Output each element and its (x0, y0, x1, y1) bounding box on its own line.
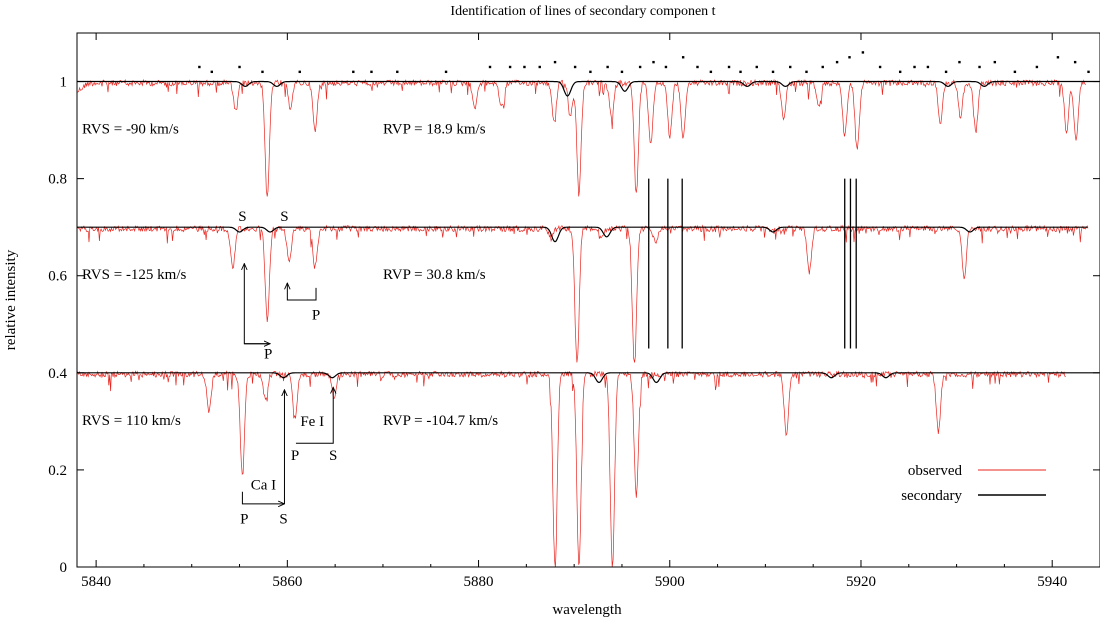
residual-point (696, 65, 699, 69)
element-label: Ca I (251, 477, 276, 493)
arrow-bot-ca-right (241, 491, 284, 504)
secondary-spectrum-1 (77, 80, 1099, 97)
residual-point (771, 70, 775, 74)
residual-point (620, 70, 624, 74)
residual-point (664, 65, 668, 69)
residual-point (944, 70, 948, 74)
residual-point (488, 65, 492, 69)
residual-point (396, 70, 399, 74)
residual-point (523, 65, 526, 69)
observed-spectrum-1 (77, 78, 1086, 197)
residual-point (913, 65, 916, 69)
residual-point (709, 70, 713, 74)
x-tick-label: 5920 (846, 574, 876, 590)
residual-point (553, 60, 557, 64)
rvp-label-2: RVP = 30.8 km/s (383, 267, 486, 283)
residual-point (638, 65, 642, 69)
rvp-label-3: RVP = -104.7 km/s (383, 413, 498, 429)
overlay-layer: RVS = -90 km/s RVP = 18.9 km/s RVS = -125 … (82, 122, 857, 527)
residual-point (727, 65, 731, 69)
x-tick-label: 5840 (81, 574, 111, 590)
s-label: S (279, 511, 287, 527)
residual-point (861, 51, 865, 54)
rvp-label-1: RVP = 18.9 km/s (383, 122, 486, 138)
p-label: P (312, 307, 320, 323)
secondary-spectrum-3 (77, 372, 1099, 384)
s-mark-label: S (280, 209, 288, 225)
observed-spectrum-2 (77, 224, 1089, 363)
legend-label-observed: observed (908, 463, 963, 479)
residual-point (1073, 60, 1077, 64)
residual-point (261, 70, 264, 74)
y-tick-label: 0.2 (48, 463, 67, 479)
s-label: S (329, 448, 337, 464)
residual-point (370, 70, 373, 74)
residual-point (805, 70, 808, 74)
residual-point (1013, 70, 1017, 74)
p-label: P (264, 346, 272, 362)
chart-title: Identification of lines of secondary com… (450, 4, 715, 19)
residual-point (1056, 56, 1060, 59)
legend-label-secondary: secondary (901, 488, 962, 504)
residual-point (444, 70, 448, 74)
residual-point (958, 60, 961, 64)
rvs-label-1: RVS = -90 km/s (82, 122, 179, 138)
residual-point (508, 65, 512, 69)
y-tick-label: 0.8 (48, 172, 67, 188)
residual-point (538, 65, 541, 69)
y-tick-label: 0 (60, 560, 68, 576)
residual-point (978, 65, 981, 69)
element-label: Fe I (300, 414, 324, 430)
residual-point (848, 56, 851, 59)
residual-point (652, 60, 655, 64)
residual-point (681, 56, 685, 59)
y-tick-label: 0.6 (48, 269, 67, 285)
axes-layer: 5840 5860 5880 5900 5920 5940 0 0.2 0.4 0.6 0.8 1 (48, 33, 1100, 590)
residual-point (739, 70, 742, 74)
x-tick-label: 5880 (464, 574, 494, 590)
arrow-bot-fe (295, 387, 333, 444)
residual-point (755, 65, 758, 69)
x-tick-label: 5940 (1037, 574, 1067, 590)
residual-point (835, 60, 839, 64)
y-tick-label: 1 (60, 75, 68, 91)
residual-point (210, 70, 214, 74)
arrow-mid-right (287, 283, 317, 301)
residual-point (821, 65, 824, 69)
residual-point (352, 70, 355, 74)
residual-point (1035, 65, 1039, 69)
secondary-spectrum-2 (77, 226, 1088, 243)
residual-point (1087, 70, 1090, 74)
residual-point (926, 65, 930, 69)
residual-point (589, 70, 592, 74)
y-tick-label: 0.4 (48, 366, 67, 382)
s-mark-label: S (238, 209, 246, 225)
legend: observed secondary (901, 463, 1046, 504)
x-tick-label: 5900 (655, 574, 685, 590)
rvs-label-2: RVS = -125 km/s (82, 267, 187, 283)
residual-point (298, 70, 301, 74)
x-tick-label: 5860 (272, 574, 302, 590)
residual-point (789, 65, 792, 69)
residual-point (606, 65, 609, 69)
residual-point (898, 70, 902, 74)
traces-layer (77, 51, 1099, 567)
p-label: P (291, 448, 299, 464)
p-label: P (240, 511, 248, 527)
x-axis-label: wavelength (552, 602, 622, 618)
residual-point (573, 65, 577, 69)
residual-point (198, 65, 201, 69)
y-axis-label: relative intensity (3, 249, 19, 350)
plot-frame (76, 32, 1100, 568)
residual-point (993, 60, 997, 64)
rvs-label-3: RVS = 110 km/s (82, 413, 181, 429)
residual-point (878, 65, 882, 69)
residual-point (238, 65, 241, 69)
